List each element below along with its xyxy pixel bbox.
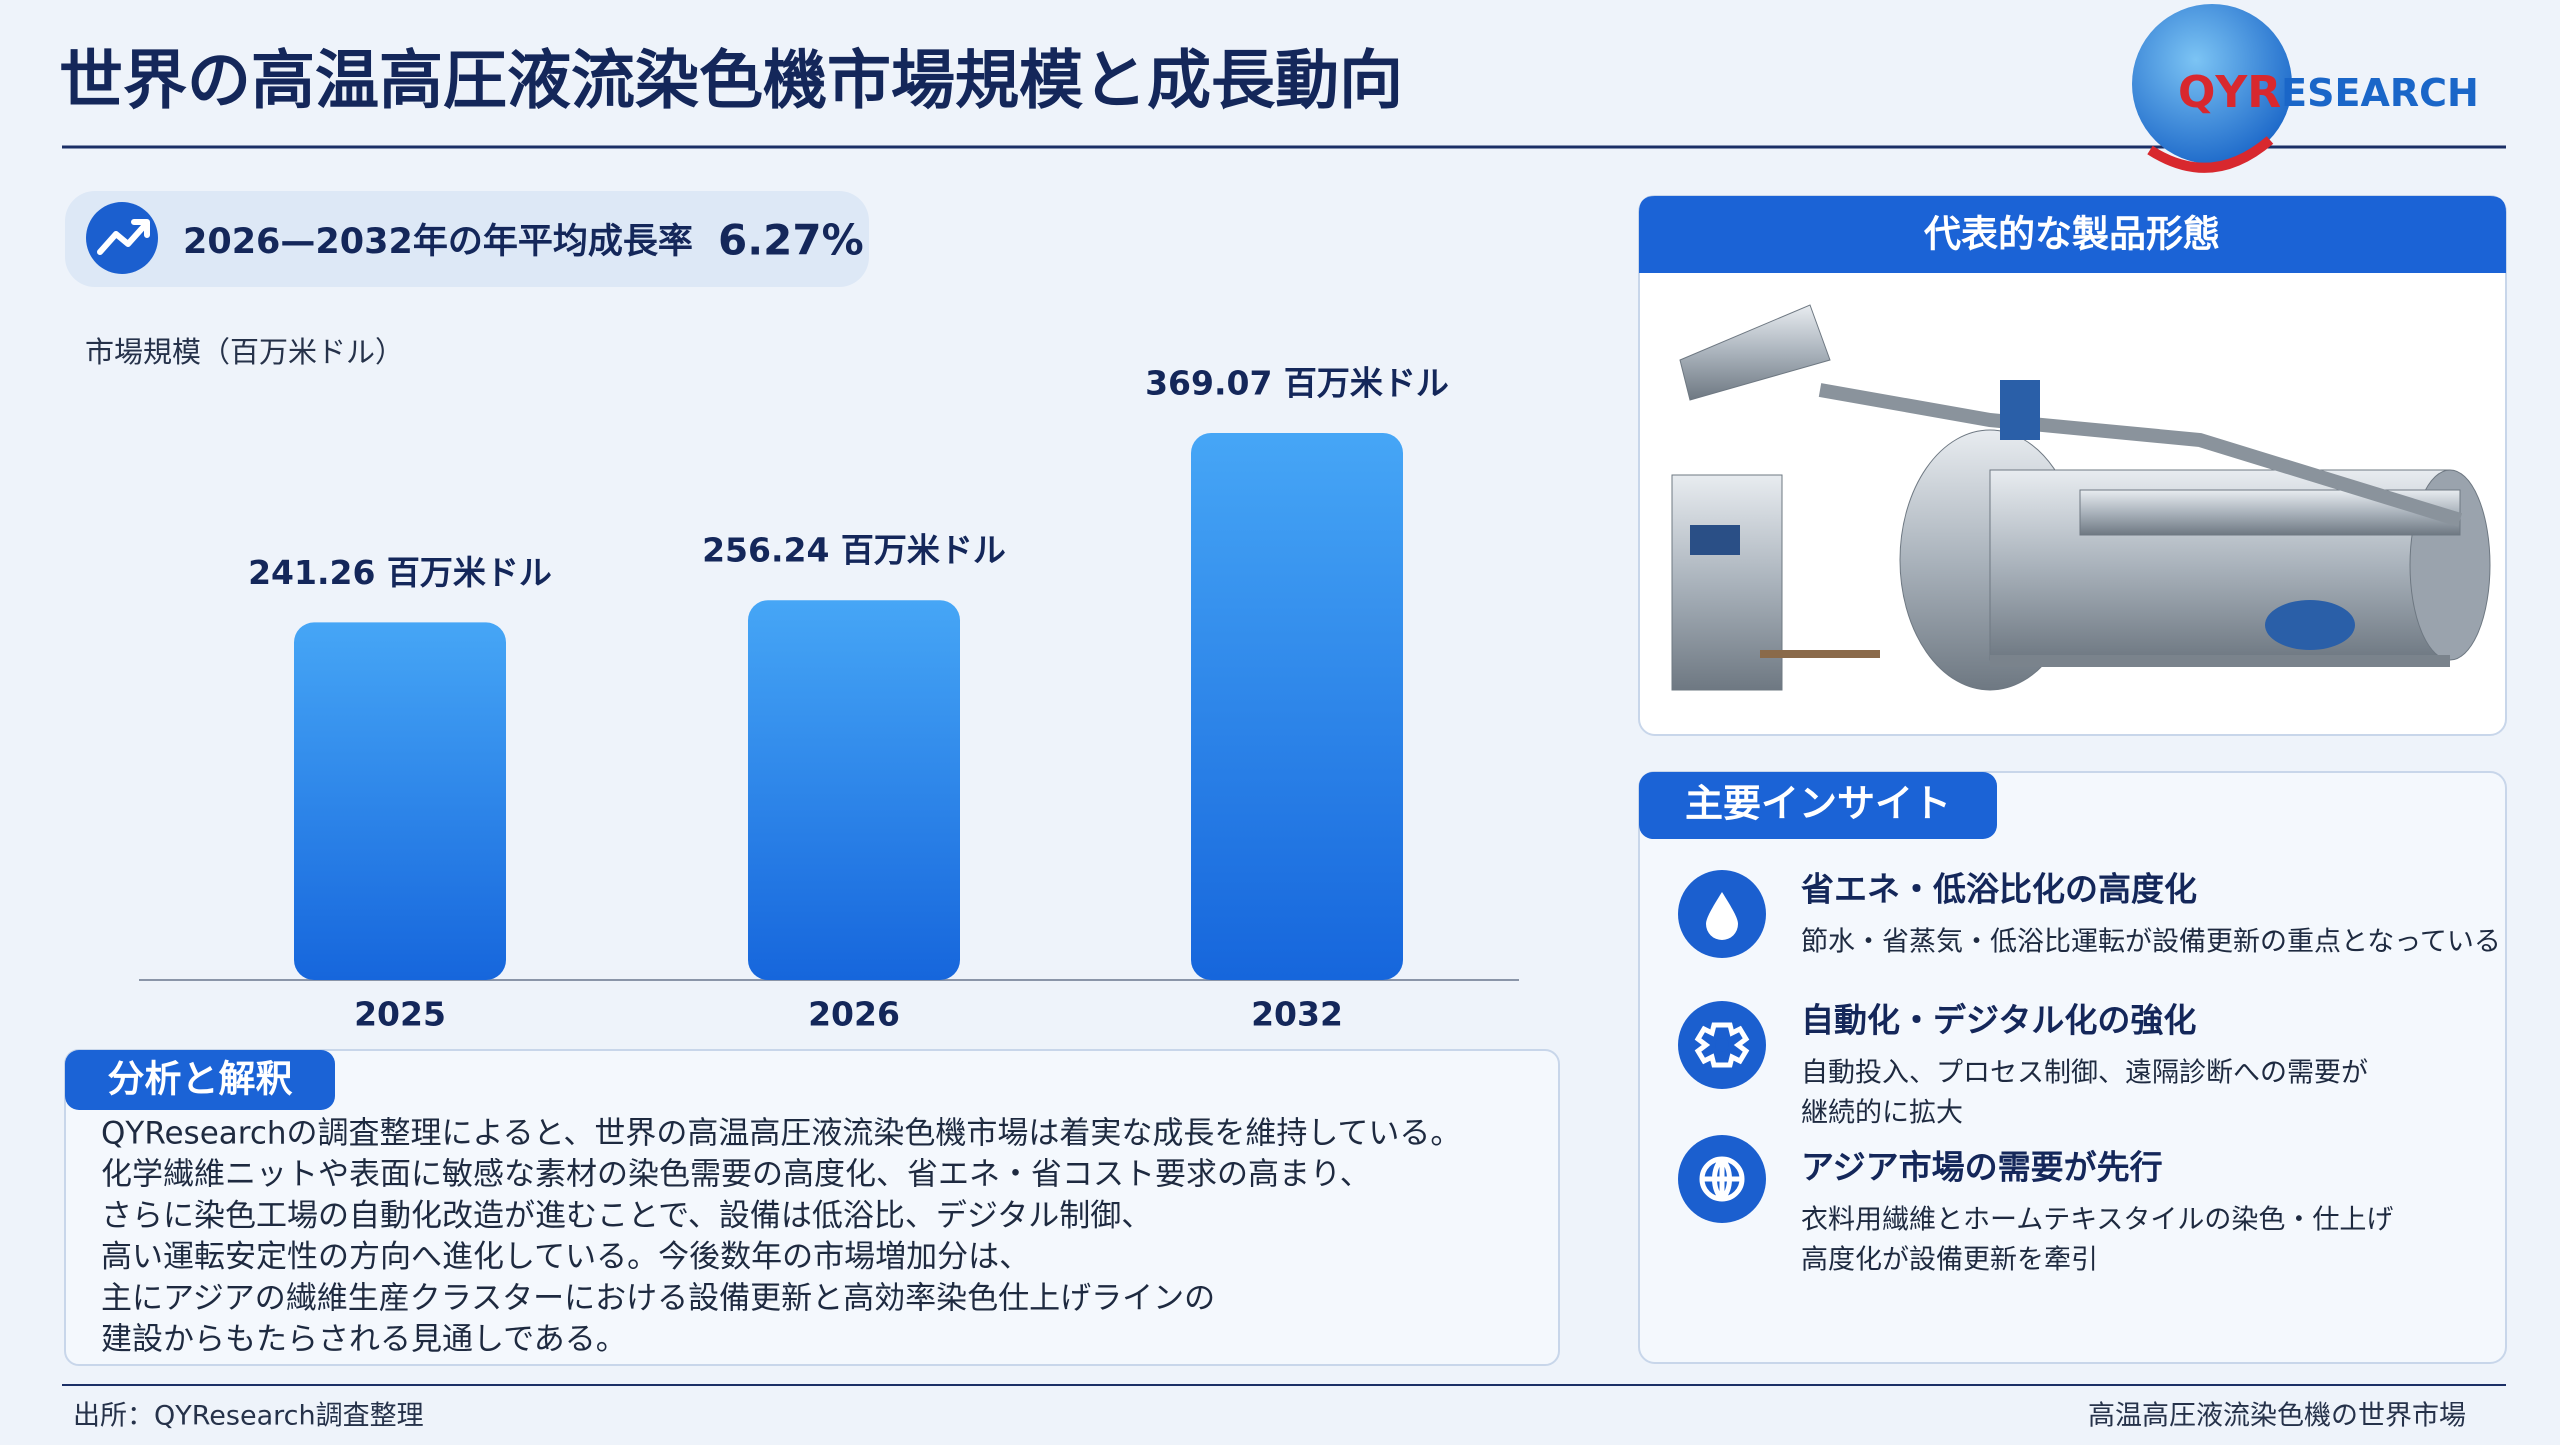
analysis-text: QYResearchの調査整理によると、世界の高温高圧液流染色機市場は着実な成長… bbox=[101, 1116, 1461, 1358]
analysis-line: 高い運転安定性の方向へ進化している。今後数年の市場増加分は、 bbox=[101, 1239, 1030, 1275]
insight-glyph bbox=[1699, 1156, 1745, 1202]
analysis-tab bbox=[65, 1050, 335, 1110]
product-title: 代表的な製品形態 bbox=[1923, 213, 2220, 256]
cagr-label: 2026—2032年の年平均成長率 bbox=[183, 222, 693, 262]
analysis-line: QYResearchの調査整理によると、世界の高温高圧液流染色機市場は着実な成長… bbox=[101, 1116, 1461, 1152]
source: 出所：QYResearch調査整理 bbox=[73, 1401, 424, 1432]
y-axis-label: 市場規模（百万米ドル） bbox=[85, 335, 404, 369]
insight-glyph-hole bbox=[1715, 1038, 1729, 1052]
analysis-panel bbox=[64, 1049, 1560, 1366]
machine-illustration bbox=[1671, 304, 2491, 691]
bar bbox=[1191, 433, 1403, 980]
insight-text: 継続的に拡大 bbox=[1801, 1098, 1963, 1129]
cagr-value: 6.27% bbox=[718, 216, 864, 265]
cabinet-panel bbox=[1690, 525, 1740, 555]
insight-text: 衣料用繊維とホームテキスタイルの染色・仕上げ bbox=[1801, 1205, 2393, 1236]
base bbox=[1990, 655, 2450, 667]
pump bbox=[2265, 600, 2355, 650]
logo-lead: QYR bbox=[2178, 67, 2281, 118]
analysis-line: 化学繊維ニットや表面に敏感な素材の染色需要の高度化、省エネ・省コスト要求の高まり… bbox=[101, 1157, 1371, 1193]
logo-rest: ESEARCH bbox=[2281, 71, 2479, 115]
insights-title: 主要インサイト bbox=[1685, 782, 1951, 826]
insight-glyph bbox=[1706, 892, 1738, 940]
logo: QYRESEARCH bbox=[2178, 67, 2479, 118]
insight-list: 省エネ・低浴比化の高度化節水・省蒸気・低浴比運転が設備更新の重点となっている自動… bbox=[1678, 870, 2501, 1276]
analysis-line: 主にアジアの繊維生産クラスターにおける設備更新と高効率染色仕上げラインの bbox=[101, 1280, 1215, 1316]
value-label: 241.26 百万米ドル bbox=[248, 553, 552, 592]
insight-title: 省エネ・低浴比化の高度化 bbox=[1801, 870, 2197, 909]
motor bbox=[2000, 380, 2040, 440]
cagr-pill bbox=[65, 191, 869, 287]
footer-right: 高温高圧液流染色機の世界市場 bbox=[2088, 1401, 2466, 1432]
bar bbox=[748, 600, 960, 980]
analysis-line: 建設からもたらされる見通しである。 bbox=[101, 1322, 627, 1358]
pipe bbox=[1818, 383, 2463, 527]
analysis-line: さらに染色工場の自動化改造が進むことで、設備は低浴比、デジタル制御、 bbox=[101, 1198, 1152, 1234]
insights-tab bbox=[1639, 772, 1997, 839]
category-label: 2026 bbox=[808, 995, 900, 1034]
bar-chart: 市場規模（百万米ドル） 241.26 百万米ドル 2025 256.24 百万米ドル… bbox=[85, 335, 1519, 1034]
cagr-icon-arrow bbox=[97, 219, 150, 255]
analysis-title: 分析と解釈 bbox=[108, 1058, 293, 1101]
value-label: 369.07 百万米ドル bbox=[1145, 364, 1449, 403]
hood bbox=[1679, 304, 1831, 401]
category-label: 2032 bbox=[1251, 995, 1343, 1034]
insight-title: 自動化・デジタル化の強化 bbox=[1801, 1001, 2196, 1040]
product-header bbox=[1639, 196, 2506, 273]
insight-title: アジア市場の需要が先行 bbox=[1801, 1148, 2163, 1187]
logo-globe bbox=[2132, 4, 2292, 164]
insight-glyph bbox=[1694, 1022, 1750, 1068]
category-label: 2025 bbox=[354, 995, 446, 1034]
insight-text: 節水・省蒸気・低浴比運転が設備更新の重点となっている bbox=[1801, 927, 2501, 958]
page-title: 世界の高温高圧液流染色機市場規模と成長動向 bbox=[59, 45, 1403, 119]
logo-swoosh bbox=[2147, 136, 2274, 173]
insight-text: 高度化が設備更新を牽引 bbox=[1801, 1245, 2098, 1276]
insights-panel bbox=[1638, 771, 2507, 1364]
value-label: 256.24 百万米ドル bbox=[702, 531, 1006, 570]
insight-text: 自動投入、プロセス制御、遠隔診断への需要が bbox=[1801, 1058, 2368, 1089]
table bbox=[1760, 650, 1880, 658]
bar bbox=[294, 622, 506, 980]
